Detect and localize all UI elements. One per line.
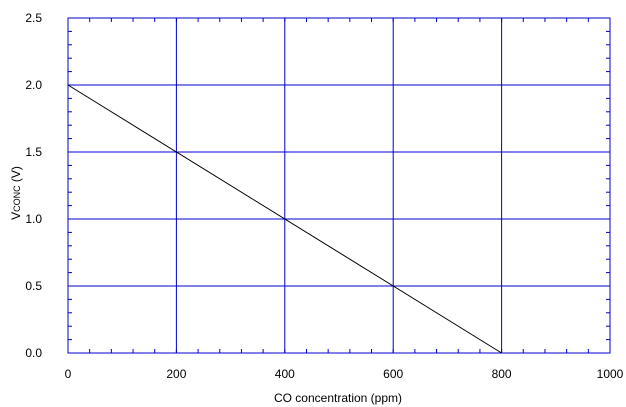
plot-frame: [67, 17, 611, 354]
x-tick-label: 1000: [597, 367, 624, 381]
y-tick-label: 2.5: [25, 11, 42, 25]
y-tick-label: 0.0: [25, 346, 42, 360]
y-tick-label: 1.0: [25, 212, 42, 226]
y-tick-label: 2.0: [25, 78, 42, 92]
x-axis-label: CO concentration (ppm): [274, 391, 402, 405]
y-axis-label: VCONC (V): [9, 166, 23, 220]
y-tick-label: 0.5: [25, 279, 42, 293]
x-tick-label: 400: [275, 367, 295, 381]
x-tick-label: 0: [65, 367, 72, 381]
y-axis-label-unit: (V): [9, 166, 23, 182]
x-tick-label: 200: [166, 367, 186, 381]
y-axis-label-subscript: CONC: [12, 185, 22, 212]
x-tick-labels: 0 200 400 600 800 1000: [65, 367, 624, 381]
x-tick-label: 600: [383, 367, 403, 381]
series-group: [67, 84, 502, 354]
series-line: [67, 84, 502, 354]
x-tick-label: 800: [492, 367, 512, 381]
grid-lines: [68, 18, 610, 353]
y-tick-label: 1.5: [25, 145, 42, 159]
y-tick-labels: 0.0 0.5 1.0 1.5 2.0 2.5: [25, 11, 42, 360]
minor-ticks: [67, 17, 611, 354]
y-axis-label-main: V: [9, 212, 23, 220]
